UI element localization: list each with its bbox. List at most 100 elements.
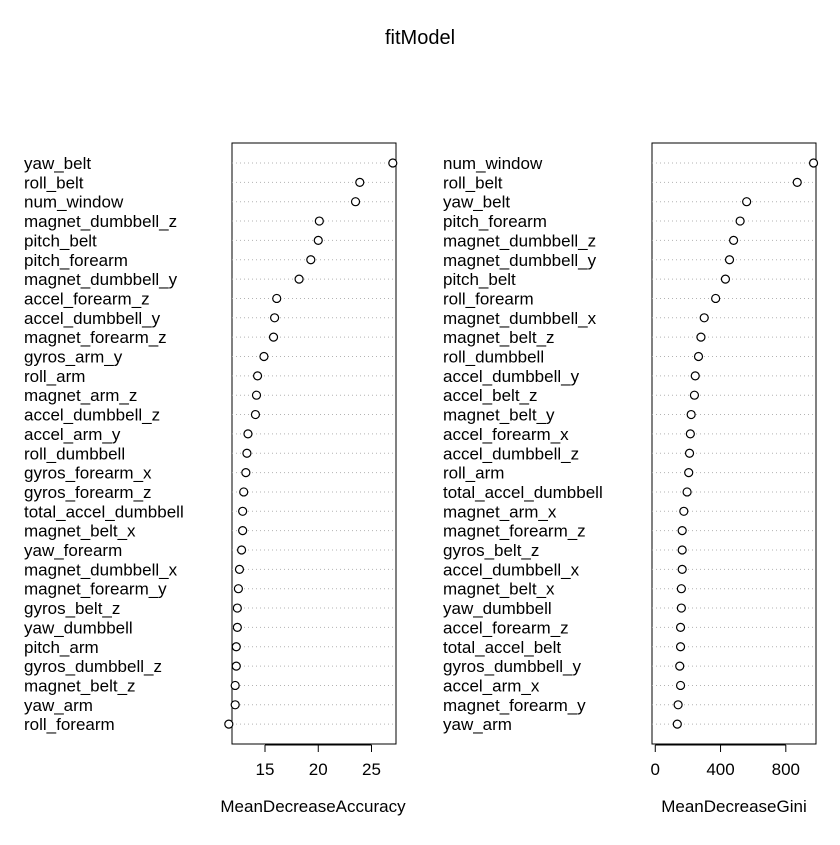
data-point — [259, 351, 269, 362]
data-point — [238, 506, 248, 516]
data-point — [250, 409, 261, 420]
data-point — [686, 409, 696, 420]
data-point — [675, 680, 686, 691]
category-label: yaw_belt — [443, 193, 510, 212]
x-tick-label: 800 — [772, 760, 800, 779]
x-axis-label: MeanDecreaseGini — [661, 797, 807, 816]
data-point — [236, 545, 247, 555]
data-point — [728, 235, 739, 245]
category-label: magnet_forearm_z — [443, 522, 586, 541]
data-point — [252, 371, 263, 381]
data-point — [239, 487, 249, 497]
category-label: magnet_dumbbell_z — [24, 212, 177, 231]
category-label: num_window — [443, 154, 543, 173]
category-label: gyros_forearm_x — [24, 464, 152, 483]
category-label: accel_dumbbell_z — [24, 406, 160, 425]
data-point — [268, 332, 279, 342]
panel-1-frame — [231, 142, 397, 745]
data-point — [699, 313, 709, 323]
category-label: yaw_arm — [443, 715, 512, 734]
data-point — [684, 448, 695, 458]
data-point — [696, 332, 706, 342]
category-label: pitch_belt — [24, 231, 97, 250]
category-label: accel_belt_z — [443, 386, 538, 405]
x-tick-label: 0 — [651, 760, 660, 779]
data-point — [675, 642, 686, 652]
data-point — [224, 719, 234, 729]
data-point — [676, 584, 686, 594]
x-tick-label: 15 — [256, 760, 275, 779]
data-point — [241, 468, 251, 478]
category-label: pitch_arm — [24, 638, 99, 657]
category-label: gyros_arm_y — [24, 348, 123, 367]
data-point — [234, 564, 245, 574]
category-label: accel_arm_y — [24, 425, 121, 444]
category-label: yaw_forearm — [24, 541, 122, 560]
data-point — [355, 177, 365, 187]
category-label: accel_forearm_z — [24, 289, 150, 308]
category-label: yaw_dumbbell — [24, 618, 133, 637]
data-point — [350, 197, 361, 207]
category-label: gyros_dumbbell_z — [24, 657, 162, 676]
data-point — [676, 603, 686, 613]
data-point — [231, 642, 241, 652]
data-point — [232, 622, 242, 633]
category-label: magnet_dumbbell_y — [24, 270, 178, 289]
chart-title: fitModel — [385, 27, 455, 49]
category-label: roll_belt — [24, 173, 84, 192]
category-label: yaw_arm — [24, 696, 93, 715]
data-point — [675, 622, 686, 633]
category-label: magnet_arm_x — [443, 502, 557, 521]
data-point — [388, 158, 398, 168]
category-label: roll_arm — [24, 367, 85, 386]
data-point — [720, 274, 731, 284]
category-label: roll_dumbbell — [24, 444, 125, 463]
data-point — [685, 429, 695, 439]
data-point — [679, 506, 689, 516]
category-label: magnet_arm_z — [24, 386, 137, 405]
category-label: total_accel_dumbbell — [24, 502, 184, 521]
category-label: yaw_dumbbell — [443, 599, 552, 618]
category-label: roll_forearm — [443, 289, 534, 308]
category-label: magnet_forearm_z — [24, 328, 167, 347]
category-label: pitch_forearm — [443, 212, 547, 231]
category-label: roll_belt — [443, 173, 503, 192]
category-label: gyros_belt_z — [443, 541, 539, 560]
data-point — [792, 177, 802, 187]
category-label: pitch_forearm — [24, 251, 128, 270]
category-label: magnet_dumbbell_x — [24, 560, 178, 579]
data-point — [242, 448, 252, 458]
category-label: gyros_belt_z — [24, 599, 120, 618]
data-point — [230, 680, 240, 691]
data-point — [693, 351, 704, 362]
category-label: total_accel_dumbbell — [443, 483, 603, 502]
category-label: magnet_belt_z — [443, 328, 555, 347]
data-point — [711, 293, 721, 304]
category-label: magnet_belt_z — [24, 676, 136, 695]
data-point — [808, 158, 819, 168]
category-label: magnet_belt_x — [443, 580, 555, 599]
data-point — [306, 255, 316, 265]
x-tick-label: 25 — [362, 760, 381, 779]
data-point — [682, 487, 692, 497]
category-label: magnet_belt_x — [24, 522, 136, 541]
data-point — [675, 661, 685, 671]
category-label: roll_dumbbell — [443, 348, 544, 367]
category-label: magnet_dumbbell_z — [443, 231, 596, 250]
data-point — [672, 719, 682, 729]
category-label: total_accel_belt — [443, 638, 561, 657]
data-point — [742, 197, 752, 207]
panel-2-frame — [651, 142, 817, 745]
data-point — [689, 390, 700, 400]
category-label: accel_forearm_x — [443, 425, 569, 444]
data-point — [233, 584, 243, 594]
data-point — [677, 545, 687, 555]
category-label: magnet_dumbbell_x — [443, 309, 597, 328]
category-label: gyros_dumbbell_y — [443, 657, 581, 676]
category-label: magnet_dumbbell_y — [443, 251, 597, 270]
data-point — [690, 371, 700, 381]
category-label: roll_arm — [443, 464, 504, 483]
category-label: magnet_belt_y — [443, 406, 555, 425]
